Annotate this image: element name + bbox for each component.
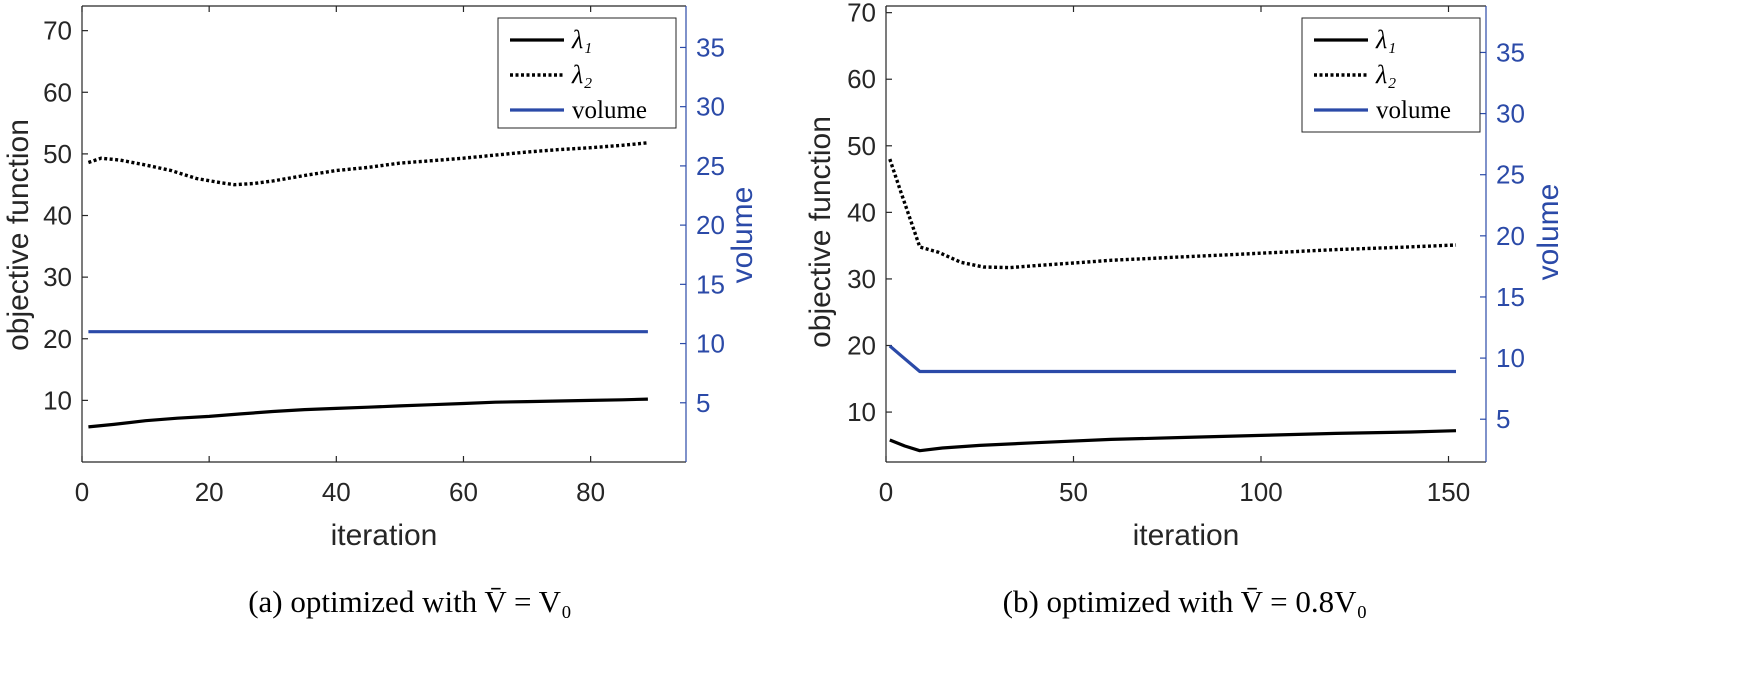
y-tick-label-left: 10 [847, 397, 876, 427]
x-tick-label: 50 [1059, 477, 1088, 507]
x-tick-label: 0 [879, 477, 893, 507]
y-tick-label-right: 25 [1496, 160, 1525, 190]
x-tick-label: 40 [322, 477, 351, 507]
y-tick-label-right: 35 [696, 32, 725, 62]
y-tick-label-left: 70 [43, 16, 72, 46]
y-tick-label-right: 35 [1496, 37, 1525, 67]
y-tick-label-right: 25 [696, 151, 725, 181]
x-tick-label: 60 [449, 477, 478, 507]
legend-label-volume: volume [572, 97, 647, 124]
y-tick-label-right: 5 [1496, 404, 1510, 434]
y-tick-label-left: 40 [847, 197, 876, 227]
chart-panel-b: 0 50 100 150 10 20 30 40 50 60 70 5 10 15 20 25 30 35 iter… [804, 0, 1565, 619]
y-axis-label-right: volume [1532, 184, 1565, 281]
x-axis-label: iteration [331, 519, 438, 552]
series-line-lambda2 [87, 141, 649, 187]
legend: λ₁ λ₂ volume [497, 17, 677, 129]
x-tick-label: 80 [576, 477, 605, 507]
panel-caption: (a) optimized with V̄ = V₀ [248, 584, 572, 619]
y-tick-label-left: 70 [847, 0, 876, 28]
legend-label-lambda1: λ₁ [1375, 25, 1396, 54]
y-tick-label-left: 20 [847, 331, 876, 361]
legend: λ₁ λ₂ volume [1301, 17, 1481, 133]
y-axis-label-left: objective function [2, 119, 35, 351]
x-tick-label: 100 [1239, 477, 1282, 507]
y-tick-label-right: 30 [696, 92, 725, 122]
y-tick-label-right: 20 [696, 210, 725, 240]
y-axis-label-right: volume [726, 187, 759, 284]
y-tick-label-left: 60 [847, 64, 876, 94]
y-tick-label-left: 30 [847, 264, 876, 294]
x-tick-label: 0 [75, 477, 89, 507]
y-tick-label-right: 20 [1496, 221, 1525, 251]
y-tick-label-left: 30 [43, 262, 72, 292]
y-tick-label-right: 15 [1496, 282, 1525, 312]
legend-label-volume: volume [1376, 97, 1451, 124]
x-tick-label: 150 [1427, 477, 1470, 507]
y-tick-label-right: 10 [1496, 343, 1525, 373]
legend-label-lambda2: λ₂ [1375, 60, 1396, 89]
y-tick-label-left: 60 [43, 77, 72, 107]
panel-caption: (b) optimized with V̄ = 0.8V₀ [1003, 584, 1368, 619]
x-axis-label: iteration [1133, 519, 1240, 552]
series-line-lambda2 [888, 158, 1457, 270]
legend-label-lambda2: λ₂ [571, 60, 592, 89]
legend-label-lambda1: λ₁ [571, 25, 592, 54]
y-tick-label-left: 40 [43, 201, 72, 231]
y-tick-label-right: 30 [1496, 99, 1525, 129]
y-tick-label-right: 15 [696, 269, 725, 299]
y-tick-label-right: 10 [696, 329, 725, 359]
y-tick-label-right: 5 [696, 388, 710, 418]
series-line-volume [888, 344, 1456, 374]
y-tick-label-left: 20 [43, 324, 72, 354]
y-tick-label-left: 10 [43, 385, 72, 415]
series-line-lambda1 [88, 397, 648, 429]
y-tick-label-left: 50 [847, 131, 876, 161]
y-tick-label-left: 50 [43, 139, 72, 169]
x-tick-label: 20 [195, 477, 224, 507]
chart-panel-a: 0 20 40 60 80 10 20 30 40 50 60 70 5 10 15 20 25 30 35 iter… [2, 5, 759, 619]
y-axis-label-left: objective function [804, 116, 837, 348]
series-line-lambda1 [889, 429, 1457, 453]
